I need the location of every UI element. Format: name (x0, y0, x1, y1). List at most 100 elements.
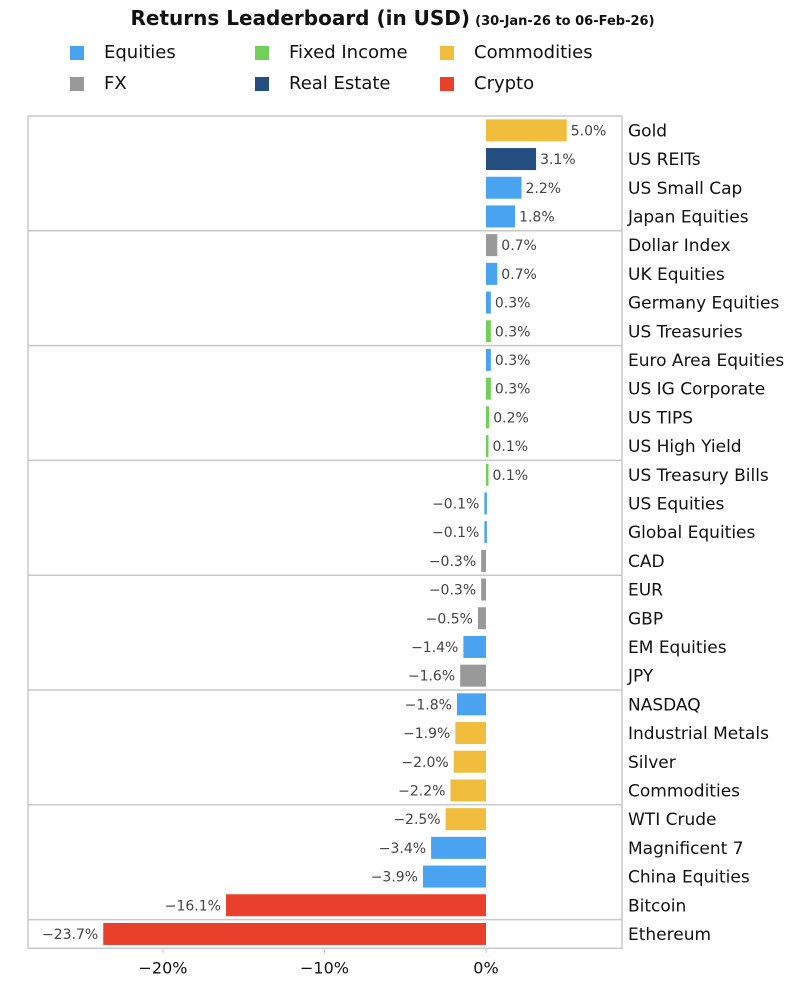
legend-item-commodities: Commodities (440, 42, 593, 63)
category-label-us-ig-corporate: US IG Corporate (628, 380, 765, 400)
bar-ethereum (103, 922, 487, 945)
bar-nasdaq (456, 693, 486, 716)
category-label-us-treasuries: US Treasuries (628, 322, 743, 342)
legend-label-equities: Equities (104, 42, 176, 63)
bar-commodities (450, 779, 486, 802)
bar-magnificent-7 (431, 836, 486, 859)
legend-swatch-equities (70, 45, 84, 60)
bar-uk-equities (486, 262, 498, 285)
bar-euro-area-equities (486, 348, 491, 371)
value-label-industrial-metals: −1.9% (403, 726, 450, 742)
category-label-gbp: GBP (628, 609, 663, 629)
legend-item-equities: Equities (70, 42, 176, 63)
category-label-silver: Silver (628, 753, 676, 773)
category-label-wti-crude: WTI Crude (628, 810, 717, 830)
legend-swatch-fx (70, 76, 84, 91)
bar-gbp (477, 607, 486, 630)
chart-title-block: Returns Leaderboard (in USD) (30-Jan-26 … (0, 6, 785, 30)
legend-swatch-crypto (440, 76, 454, 91)
value-label-bitcoin: −16.1% (165, 898, 221, 914)
bar-global-equities (484, 521, 487, 544)
bar-us-reits (486, 148, 537, 171)
chart-subtitle: (30-Jan-26 to 06-Feb-26) (475, 14, 655, 29)
value-label-silver: −2.0% (401, 755, 448, 771)
legend-swatch-fixed-income (255, 45, 269, 60)
value-label-wti-crude: −2.5% (393, 812, 440, 828)
bar-japan-equities (486, 205, 516, 228)
bar-bitcoin (225, 894, 487, 917)
value-label-us-equities: −0.1% (432, 496, 479, 512)
category-label-global-equities: Global Equities (628, 523, 756, 543)
bar-germany-equities (486, 291, 491, 314)
category-label-euro-area-equities: Euro Area Equities (628, 351, 784, 371)
bar-us-ig-corporate (486, 377, 491, 400)
legend-label-crypto: Crypto (474, 73, 535, 94)
value-label-gbp: −0.5% (426, 611, 473, 627)
bar-us-treasuries (486, 320, 491, 343)
category-label-eur: EUR (628, 581, 663, 601)
legend-label-fx: FX (104, 73, 127, 94)
category-label-us-high-yield: US High Yield (628, 437, 742, 457)
value-label-eur: −0.3% (429, 583, 476, 599)
bar-us-treasury-bills (486, 463, 489, 486)
category-label-magnificent-7: Magnificent 7 (628, 839, 744, 859)
category-label-japan-equities: Japan Equities (627, 207, 749, 227)
legend-item-crypto: Crypto (440, 73, 534, 94)
category-label-us-small-cap: US Small Cap (628, 179, 742, 199)
x-tick-label: −10% (300, 958, 349, 977)
bar-jpy (460, 664, 486, 687)
legend-item-fx: FX (70, 73, 127, 94)
value-label-cad: −0.3% (429, 554, 476, 570)
value-label-euro-area-equities: 0.3% (495, 353, 531, 369)
category-label-germany-equities: Germany Equities (628, 294, 779, 314)
bar-dollar-index (486, 234, 498, 257)
value-label-us-treasuries: 0.3% (495, 324, 531, 340)
category-label-em-equities: EM Equities (628, 638, 727, 658)
value-label-jpy: −1.6% (408, 669, 455, 685)
value-label-us-tips: 0.2% (493, 410, 529, 426)
value-label-us-reits: 3.1% (540, 152, 576, 168)
x-tick-label: −20% (139, 958, 188, 977)
category-label-us-reits: US REITs (628, 150, 701, 170)
category-label-commodities: Commodities (628, 781, 740, 801)
bar-wti-crude (445, 808, 486, 831)
legend: Equities Fixed Income Commodities FX Rea… (70, 42, 670, 102)
legend-label-real-estate: Real Estate (289, 73, 391, 94)
x-tick-label: 0% (473, 958, 498, 977)
category-label-dollar-index: Dollar Index (628, 236, 731, 256)
category-label-uk-equities: UK Equities (628, 265, 725, 285)
category-label-nasdaq: NASDAQ (628, 695, 701, 715)
value-label-us-ig-corporate: 0.3% (495, 382, 531, 398)
value-label-us-treasury-bills: 0.1% (493, 468, 529, 484)
chart-title: Returns Leaderboard (in USD) (130, 6, 471, 30)
bar-us-equities (484, 492, 487, 515)
value-label-commodities: −2.2% (398, 783, 445, 799)
value-label-germany-equities: 0.3% (495, 296, 531, 312)
legend-swatch-commodities (440, 45, 454, 60)
legend-item-real-estate: Real Estate (255, 73, 391, 94)
value-label-gold: 5.0% (571, 123, 607, 139)
value-label-dollar-index: 0.7% (501, 238, 537, 254)
bar-industrial-metals (455, 722, 486, 745)
category-label-china-equities: China Equities (628, 868, 750, 888)
legend-label-fixed-income: Fixed Income (289, 42, 408, 63)
value-label-japan-equities: 1.8% (519, 209, 555, 225)
value-label-china-equities: −3.9% (371, 870, 418, 886)
category-label-us-tips: US TIPS (628, 408, 693, 428)
value-label-em-equities: −1.4% (411, 640, 458, 656)
category-label-ethereum: Ethereum (628, 925, 711, 945)
category-label-jpy: JPY (627, 667, 654, 687)
value-label-us-small-cap: 2.2% (526, 181, 562, 197)
legend-swatch-real-estate (255, 76, 269, 91)
bar-us-small-cap (486, 176, 522, 199)
bar-gold (486, 119, 567, 142)
bar-silver (453, 750, 486, 773)
category-label-cad: CAD (628, 552, 665, 572)
value-label-magnificent-7: −3.4% (379, 841, 426, 857)
value-label-uk-equities: 0.7% (501, 267, 537, 283)
bar-us-high-yield (486, 435, 489, 458)
category-label-bitcoin: Bitcoin (628, 896, 686, 916)
category-label-industrial-metals: Industrial Metals (628, 724, 769, 744)
bar-cad (481, 549, 486, 572)
